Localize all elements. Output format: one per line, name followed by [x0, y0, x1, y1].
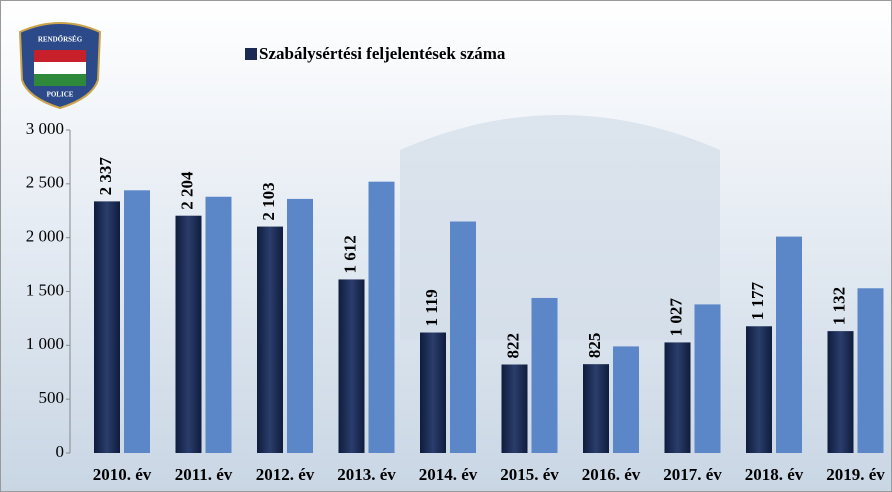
- background-building: [400, 115, 720, 340]
- bar: [175, 215, 202, 453]
- bar: [368, 181, 395, 453]
- x-tick-label: 2010. év: [93, 465, 152, 484]
- value-label: 2 337: [96, 157, 115, 196]
- logo-text: POLICE: [47, 91, 74, 99]
- logo: RENDŐRSÉG POLICE: [18, 22, 102, 110]
- logo-stripe: [34, 74, 86, 86]
- value-label: 825: [585, 333, 604, 359]
- bar: [776, 236, 802, 453]
- x-tick-label: 2016. év: [582, 465, 641, 484]
- logo-text: RENDŐRSÉG: [38, 36, 83, 44]
- bar: [420, 332, 446, 453]
- bar: [94, 201, 120, 453]
- x-tick-label: 2013. év: [337, 465, 396, 484]
- x-tick-label: 2018. év: [745, 465, 804, 484]
- x-tick-label: 2012. év: [256, 465, 315, 484]
- bar: [583, 364, 609, 453]
- bar: [857, 288, 884, 453]
- bar: [664, 342, 691, 453]
- x-tick-label: 2019. év: [826, 465, 885, 484]
- value-label: 1 027: [666, 298, 685, 337]
- bar: [124, 190, 150, 453]
- y-tick-label: 2 500: [26, 173, 64, 192]
- bar: [205, 196, 232, 453]
- x-tick-label: 2011. év: [175, 465, 233, 484]
- logo-stripe: [34, 50, 86, 62]
- bar: [827, 331, 854, 453]
- bar: [338, 279, 365, 453]
- y-tick-label: 500: [39, 388, 65, 407]
- bar: [501, 364, 528, 453]
- bar: [531, 297, 558, 453]
- x-tick-label: 2017. év: [663, 465, 722, 484]
- bar: [746, 326, 772, 453]
- y-tick-label: 1 000: [26, 334, 64, 353]
- bar: [613, 346, 639, 453]
- value-label: 2 103: [259, 182, 278, 220]
- bar: [257, 226, 283, 453]
- legend-swatch: [245, 48, 257, 60]
- value-label: 1 177: [748, 282, 767, 321]
- x-tick-label: 2014. év: [419, 465, 478, 484]
- value-label: 1 132: [829, 287, 848, 325]
- value-label: 2 204: [177, 171, 196, 210]
- bar: [287, 198, 313, 453]
- bar: [450, 221, 476, 453]
- legend-label: Szabálysértési feljelentések száma: [259, 44, 506, 63]
- bar: [694, 304, 721, 453]
- y-tick-label: 1 500: [26, 280, 64, 299]
- value-label: 1 612: [340, 235, 359, 273]
- logo-stripe: [34, 62, 86, 74]
- y-tick-label: 3 000: [26, 119, 64, 138]
- y-tick-label: 2 000: [26, 227, 64, 246]
- x-tick-label: 2015. év: [500, 465, 559, 484]
- value-label: 822: [503, 333, 522, 359]
- y-tick-label: 0: [56, 442, 65, 461]
- value-label: 1 119: [422, 289, 441, 326]
